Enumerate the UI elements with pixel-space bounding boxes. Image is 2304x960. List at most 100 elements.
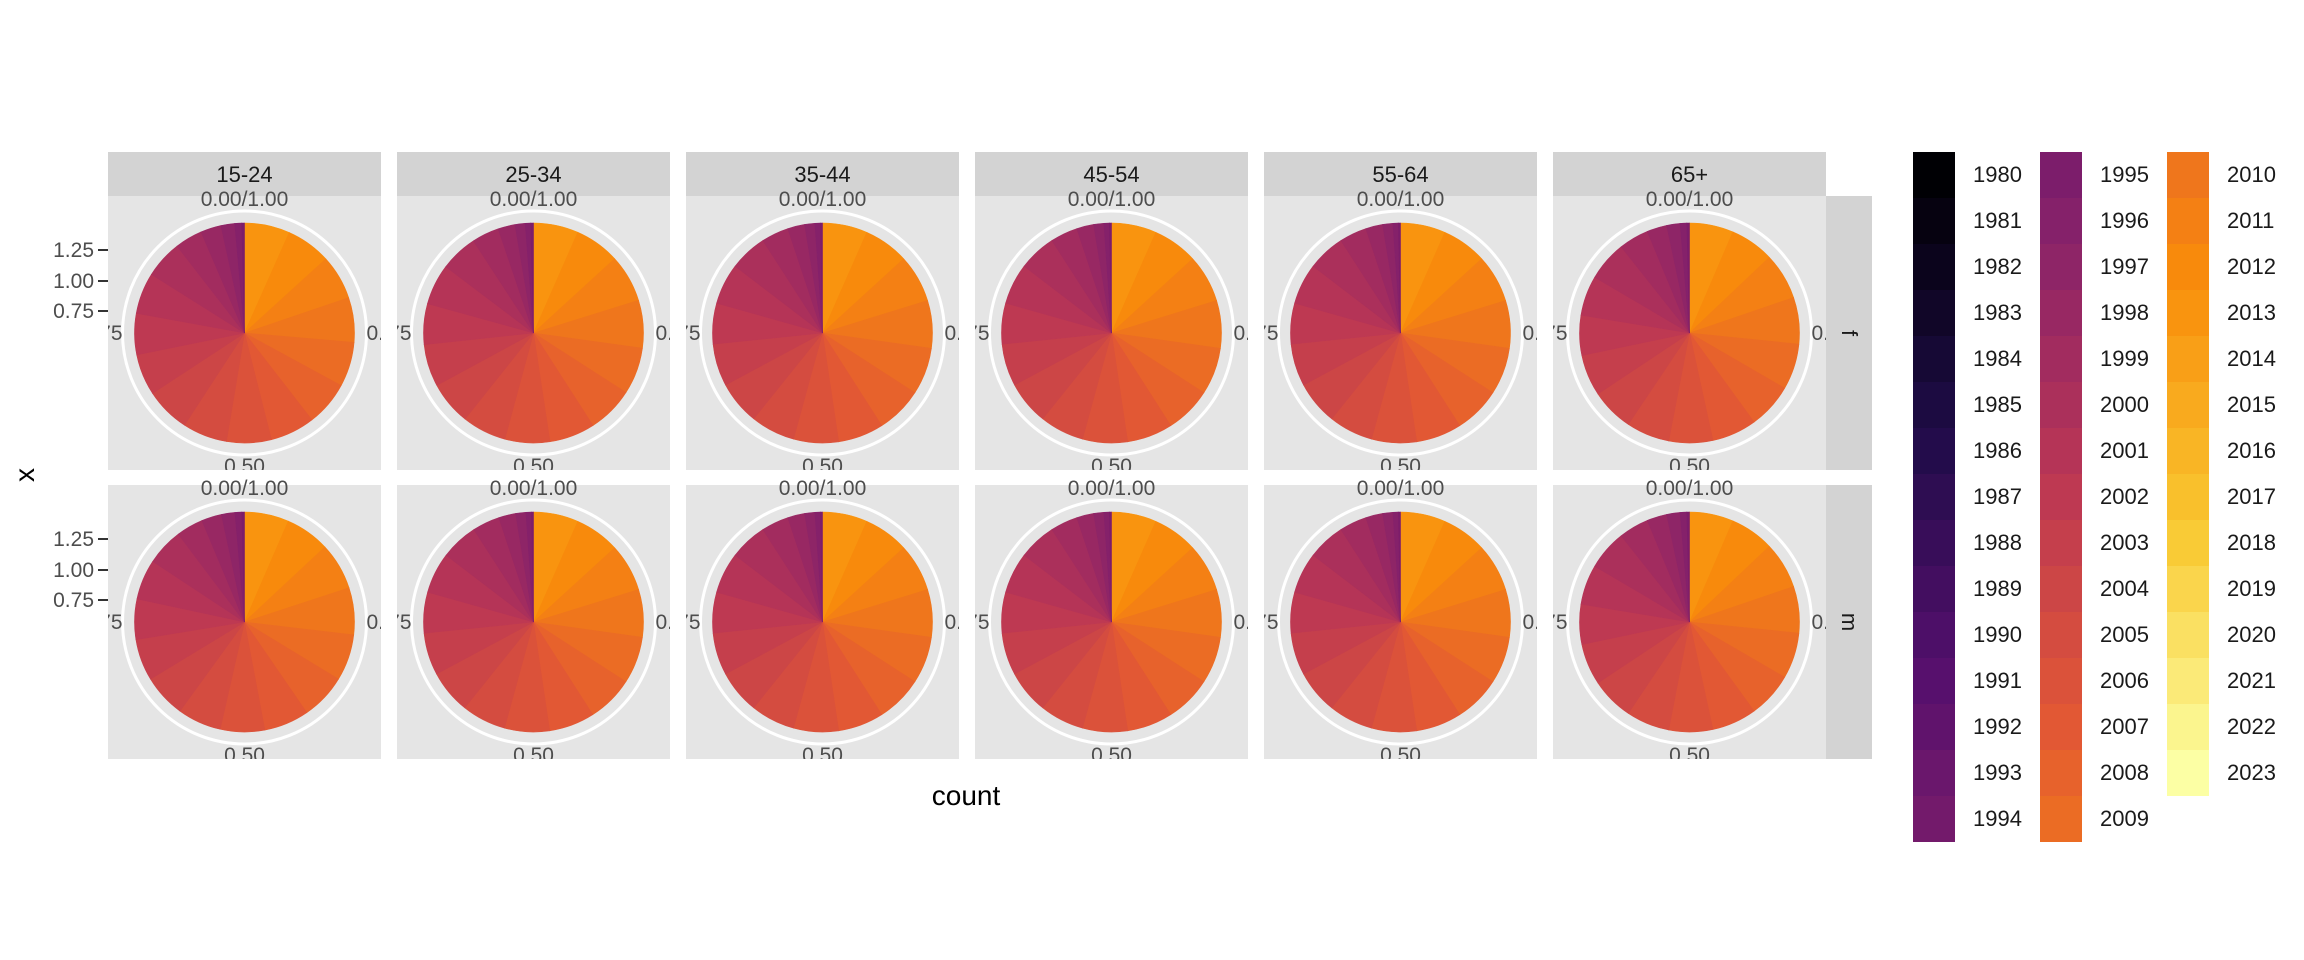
legend-swatch-1993 — [1913, 750, 1955, 796]
angular-tick-label: 0.75 — [660, 322, 701, 345]
legend-swatch-1992 — [1913, 704, 1955, 750]
legend-swatch-1989 — [1913, 566, 1955, 612]
facet-strip-label: 35-44 — [794, 162, 850, 187]
angular-tick-label: 0.75 — [1238, 611, 1279, 634]
legend-label-1991: 1991 — [1973, 668, 2022, 693]
legend-label-1988: 1988 — [1973, 530, 2022, 555]
angular-tick-label: 0.75 — [371, 611, 412, 634]
angular-tick-label: 0.75 — [660, 611, 701, 634]
radial-tick-label: 1.25 — [53, 239, 94, 262]
angular-tick-label: 0.50 — [1380, 455, 1421, 478]
angular-tick-label: 0.25 — [367, 322, 408, 345]
x-axis-title: count — [932, 780, 1001, 811]
legend-swatch-2015 — [2167, 382, 2209, 428]
legend-swatch-1990 — [1913, 612, 1955, 658]
legend-label-2023: 2023 — [2227, 760, 2276, 785]
facet-panel: 0.00/1.00 0.25 0.50 0.75 — [949, 188, 1248, 470]
angular-tick-label: 0.00/1.00 — [1646, 477, 1734, 500]
legend-label-2002: 2002 — [2100, 484, 2149, 509]
legend-label-2017: 2017 — [2227, 484, 2276, 509]
radial-tick-label: 1.00 — [53, 559, 94, 582]
facet-panel: 0.00/1.00 0.25 0.50 0.75 — [108, 188, 408, 470]
facet-strip-row — [1826, 196, 1872, 470]
grid-circle — [699, 498, 946, 746]
legend-label-1995: 1995 — [2100, 162, 2149, 187]
angular-tick-label: 0.00/1.00 — [201, 477, 289, 500]
legend-label-2009: 2009 — [2100, 806, 2149, 831]
facet-strip-label: 45-54 — [1083, 162, 1139, 187]
legend-label-2020: 2020 — [2227, 622, 2276, 647]
facet-panel: 0.00/1.00 0.25 0.50 0.75 — [1527, 477, 1853, 759]
angular-tick-label: 0.00/1.00 — [1357, 477, 1445, 500]
angular-tick-label: 0.00/1.00 — [1646, 188, 1734, 211]
legend-label-2006: 2006 — [2100, 668, 2149, 693]
y-axis-title: x — [9, 468, 40, 482]
legend-label-1992: 1992 — [1973, 714, 2022, 739]
legend-label-1997: 1997 — [2100, 254, 2149, 279]
pie-slice-1995 — [241, 222, 245, 334]
legend-swatch-1995 — [2040, 152, 2082, 198]
facet-strip-label: 55-64 — [1372, 162, 1428, 187]
legend-label-1994: 1994 — [1973, 806, 2022, 831]
legend-label-2021: 2021 — [2227, 668, 2276, 693]
legend-swatch-2012 — [2167, 244, 2209, 290]
legend-swatch-2022 — [2167, 704, 2209, 750]
angular-tick-label: 0.25 — [367, 611, 408, 634]
angular-tick-label: 0.75 — [949, 611, 990, 634]
legend-label-2015: 2015 — [2227, 392, 2276, 417]
grid-circle — [410, 209, 657, 457]
legend: 1980 1981 1982 1983 1984 1985 1986 1987 1988 1989… — [1913, 152, 2276, 842]
angular-tick-label: 0.25 — [945, 611, 986, 634]
facet-strip-row-label: f — [1837, 330, 1862, 337]
grid-circle — [1277, 498, 1524, 746]
angular-tick-label: 0.75 — [371, 322, 412, 345]
radial-tick-label: 1.25 — [53, 528, 94, 551]
legend-swatch-1983 — [1913, 290, 1955, 336]
grid-circle — [121, 209, 368, 457]
facet-strip-row-label: m — [1837, 613, 1862, 631]
legend-label-1999: 1999 — [2100, 346, 2149, 371]
facet-strip-col — [108, 152, 381, 196]
legend-swatch-2004 — [2040, 566, 2082, 612]
legend-swatch-1998 — [2040, 290, 2082, 336]
facet-strip-col — [1264, 152, 1537, 196]
angular-tick-label: 0.75 — [949, 322, 990, 345]
angular-tick-label: 0.00/1.00 — [779, 188, 867, 211]
radial-tick-label: 0.75 — [53, 589, 94, 612]
legend-label-2010: 2010 — [2227, 162, 2276, 187]
angular-tick-label: 0.50 — [802, 455, 843, 478]
legend-swatch-1988 — [1913, 520, 1955, 566]
legend-label-2016: 2016 — [2227, 438, 2276, 463]
facet-strip-col — [1553, 152, 1826, 196]
facet-panel: 0.00/1.00 0.25 0.50 0.75 — [371, 477, 670, 759]
legend-swatch-2014 — [2167, 336, 2209, 382]
legend-swatch-1981 — [1913, 198, 1955, 244]
grid-circle — [121, 498, 368, 746]
legend-label-2019: 2019 — [2227, 576, 2276, 601]
legend-swatch-2013 — [2167, 290, 2209, 336]
legend-swatch-2021 — [2167, 658, 2209, 704]
angular-tick-label: 0.00/1.00 — [1357, 188, 1445, 211]
legend-label-2001: 2001 — [2100, 438, 2149, 463]
legend-swatch-2003 — [2040, 520, 2082, 566]
facet-panel: 0.00/1.00 0.25 0.50 0.75 — [660, 477, 986, 759]
angular-tick-label: 0.75 — [1527, 611, 1568, 634]
legend-label-1989: 1989 — [1973, 576, 2022, 601]
grid-circle — [410, 498, 657, 746]
facet-strip-col — [686, 152, 959, 196]
legend-label-2013: 2013 — [2227, 300, 2276, 325]
legend-label-2022: 2022 — [2227, 714, 2276, 739]
facet-panel: 0.00/1.00 0.25 0.50 0.75 — [949, 477, 1248, 759]
legend-swatch-2019 — [2167, 566, 2209, 612]
pie-slice-1995 — [820, 222, 823, 334]
legend-swatch-2001 — [2040, 428, 2082, 474]
angular-tick-label: 0.25 — [1812, 611, 1853, 634]
legend-swatch-2002 — [2040, 474, 2082, 520]
angular-tick-label: 0.75 — [1238, 322, 1279, 345]
legend-label-2000: 2000 — [2100, 392, 2149, 417]
legend-swatch-1985 — [1913, 382, 1955, 428]
facet-panel: 0.00/1.00 0.25 0.50 0.75 — [660, 188, 959, 478]
legend-swatch-2017 — [2167, 474, 2209, 520]
legend-swatch-2000 — [2040, 382, 2082, 428]
angular-tick-label: 0.00/1.00 — [1068, 477, 1156, 500]
